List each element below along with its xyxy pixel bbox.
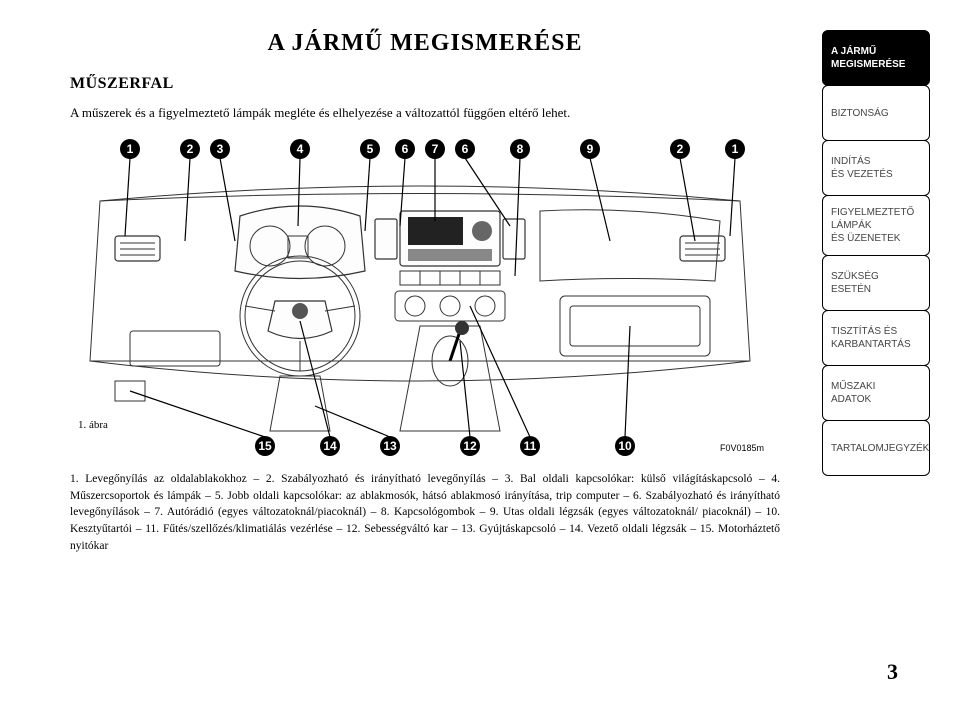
sidebar-nav: A JÁRMŰ MEGISMERÉSEBIZTONSÁGINDÍTÁS ÉS V…	[822, 30, 930, 475]
page-container: A JÁRMŰ MEGISMERÉSE MŰSZERFAL A műszerek…	[0, 0, 960, 703]
sidebar-tab-safety[interactable]: BIZTONSÁG	[822, 85, 930, 141]
svg-text:1: 1	[127, 142, 134, 156]
svg-text:6: 6	[462, 142, 469, 156]
dashboard-svg: 123456768921 151413121110	[70, 131, 770, 461]
svg-text:10: 10	[618, 439, 632, 453]
svg-text:11: 11	[524, 439, 537, 453]
main-content: A JÁRMŰ MEGISMERÉSE MŰSZERFAL A műszerek…	[70, 30, 780, 554]
sidebar-tab-index[interactable]: TARTALOMJEGYZÉK	[822, 420, 930, 476]
sidebar-tab-warnings[interactable]: FIGYELMEZTETŐ LÁMPÁK ÉS ÜZENETEK	[822, 195, 930, 256]
svg-text:14: 14	[323, 439, 337, 453]
svg-text:12: 12	[463, 439, 477, 453]
intro-text: A műszerek és a figyelmeztető lámpák meg…	[70, 105, 780, 121]
svg-text:5: 5	[367, 142, 374, 156]
legend-text: 1. Levegőnyílás az oldalablakokhoz – 2. …	[70, 471, 780, 554]
svg-text:2: 2	[187, 142, 194, 156]
page-number: 3	[887, 659, 898, 685]
svg-text:1: 1	[732, 142, 739, 156]
sidebar-tab-vehicle[interactable]: A JÁRMŰ MEGISMERÉSE	[822, 30, 930, 86]
svg-text:4: 4	[297, 142, 304, 156]
svg-text:9: 9	[587, 142, 594, 156]
sidebar-tab-maintenance[interactable]: TISZTÍTÁS ÉS KARBANTARTÁS	[822, 310, 930, 366]
page-title: A JÁRMŰ MEGISMERÉSE	[70, 30, 780, 57]
dashboard-figure: 123456768921 151413121110 1. ábra F0V018…	[70, 131, 770, 461]
figure-code: F0V0185m	[720, 443, 764, 453]
svg-text:15: 15	[258, 439, 272, 453]
svg-text:2: 2	[677, 142, 684, 156]
svg-text:13: 13	[383, 439, 397, 453]
svg-text:7: 7	[432, 142, 439, 156]
figure-caption: 1. ábra	[78, 419, 108, 431]
svg-text:6: 6	[402, 142, 409, 156]
svg-text:8: 8	[517, 142, 524, 156]
svg-text:3: 3	[217, 142, 224, 156]
sidebar-tab-driving[interactable]: INDÍTÁS ÉS VEZETÉS	[822, 140, 930, 196]
sidebar-tab-technical[interactable]: MŰSZAKI ADATOK	[822, 365, 930, 421]
sidebar-tab-emergency[interactable]: SZÜKSÉG ESETÉN	[822, 255, 930, 311]
section-subtitle: MŰSZERFAL	[70, 75, 780, 93]
